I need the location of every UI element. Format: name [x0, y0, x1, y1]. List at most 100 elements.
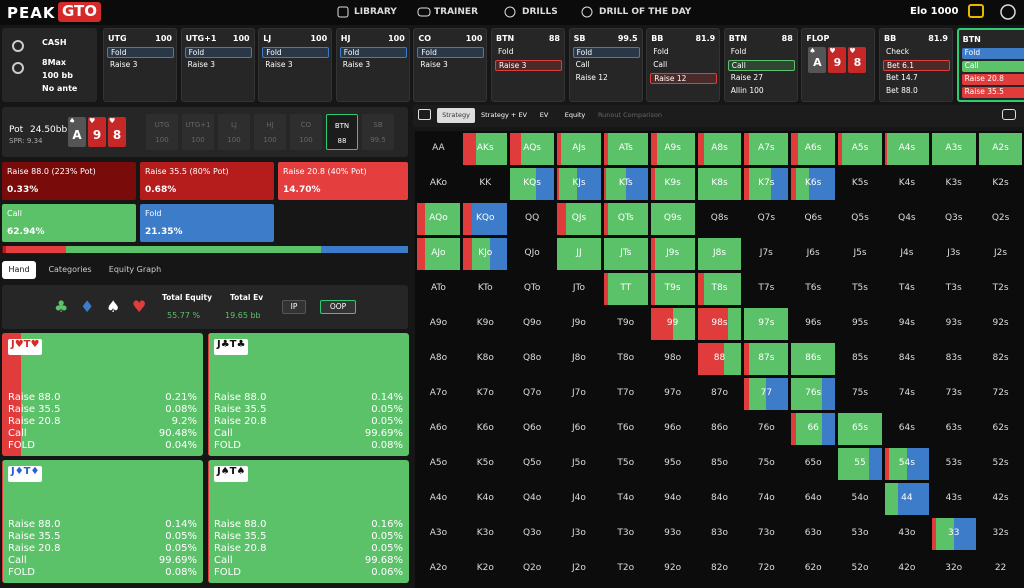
action-card[interactable]: BB 81.9 Fold Call Raise 12: [646, 28, 721, 102]
grid-tab[interactable]: Strategy + EV: [481, 111, 527, 119]
hand-cell[interactable]: J2s: [977, 236, 1024, 271]
action-option[interactable]: Raise 12: [575, 73, 608, 82]
side-button[interactable]: IP: [282, 300, 306, 314]
hand-cell[interactable]: Q4s: [883, 201, 930, 236]
hand-cell[interactable]: 74s: [883, 376, 930, 411]
seat[interactable]: SB 99.5: [362, 114, 394, 150]
hand-cell[interactable]: 92o: [649, 551, 696, 586]
hand-cell[interactable]: 64s: [883, 411, 930, 446]
action-option[interactable]: Raise 3: [495, 60, 562, 71]
hand-cell[interactable]: 32o: [930, 551, 977, 586]
action-option[interactable]: Raise 27: [730, 73, 763, 82]
hand-cell[interactable]: ATs: [602, 131, 649, 166]
action-option[interactable]: Raise 3: [342, 60, 371, 69]
hand-cell[interactable]: 97o: [649, 376, 696, 411]
hand-cell[interactable]: T4o: [602, 481, 649, 516]
hand-cell[interactable]: K2o: [462, 551, 509, 586]
grid-tab[interactable]: EV: [539, 111, 549, 119]
hand-cell[interactable]: J3s: [930, 236, 977, 271]
grid-tab[interactable]: Strategy: [437, 108, 475, 123]
hand-cell[interactable]: 97s: [743, 306, 790, 341]
action-card[interactable]: BTN 88 Fold Raise 3: [491, 28, 565, 102]
hand-cell[interactable]: A4o: [415, 481, 462, 516]
hand-cell[interactable]: 92s: [977, 306, 1024, 341]
action-option[interactable]: Call: [727, 60, 795, 71]
hand-cell[interactable]: 66: [790, 411, 837, 446]
hand-cell[interactable]: 75s: [837, 376, 884, 411]
action-card[interactable]: FLOP A ♠ 9 ♥ 8 ♥: [801, 28, 876, 102]
settings-icon[interactable]: [12, 40, 24, 52]
hand-cell[interactable]: 53o: [837, 516, 884, 551]
action-card[interactable]: HJ 100 Fold Raise 3: [335, 28, 410, 102]
hand-cell[interactable]: J7s: [743, 236, 790, 271]
hand-cell[interactable]: A7o: [415, 376, 462, 411]
action-option[interactable]: Raise 3: [265, 60, 293, 69]
action-option[interactable]: Bet 88.0: [886, 86, 918, 95]
hand-cell[interactable]: T9s: [649, 271, 696, 306]
hand-cell[interactable]: T2o: [602, 551, 649, 586]
hand-cell[interactable]: 73s: [930, 376, 977, 411]
action-option[interactable]: Bet 6.1: [883, 60, 950, 71]
hand-cell[interactable]: A7s: [743, 131, 790, 166]
hand-cell[interactable]: QQ: [509, 201, 556, 236]
hand-cell[interactable]: 94o: [649, 481, 696, 516]
hand-cell[interactable]: Q6o: [509, 411, 556, 446]
action-card[interactable]: BTN Fold Call Raise 20.8 Raise 35.5: [956, 28, 1024, 102]
hand-cell[interactable]: J6o: [556, 411, 603, 446]
hand-cell[interactable]: 72o: [743, 551, 790, 586]
action-option[interactable]: Bet 14.7: [886, 73, 918, 82]
action-summary[interactable]: Raise 88.0 (223% Pot) 0.33%: [2, 162, 136, 200]
hand-cell[interactable]: 94s: [883, 306, 930, 341]
hand-cell[interactable]: Q4o: [509, 481, 556, 516]
action-option[interactable]: Fold: [262, 47, 330, 58]
action-option[interactable]: Fold: [653, 47, 669, 56]
suit-filter[interactable]: ♠: [106, 297, 121, 316]
action-summary[interactable]: Call 62.94%: [2, 204, 136, 242]
action-card[interactable]: UTG 100 Fold Raise 3: [103, 28, 177, 102]
action-card[interactable]: BTN 88 Fold Call Raise 27 Allin 100: [723, 28, 798, 102]
hand-cell[interactable]: 53s: [930, 446, 977, 481]
hand-cell[interactable]: 32s: [977, 516, 1024, 551]
hand-cell[interactable]: 86s: [790, 341, 837, 376]
hand-cell[interactable]: 62o: [790, 551, 837, 586]
hand-cell[interactable]: J4s: [883, 236, 930, 271]
settings-icon[interactable]: [1002, 109, 1016, 120]
hand-cell[interactable]: J8o: [556, 341, 603, 376]
hand-cell[interactable]: 65s: [837, 411, 884, 446]
hand-cell[interactable]: AQs: [509, 131, 556, 166]
hand-cell[interactable]: T9o: [602, 306, 649, 341]
hand-cell[interactable]: 85s: [837, 341, 884, 376]
hand-cell[interactable]: K4s: [883, 166, 930, 201]
hand-cell[interactable]: J5o: [556, 446, 603, 481]
hand-cell[interactable]: J7o: [556, 376, 603, 411]
hand-cell[interactable]: A9s: [649, 131, 696, 166]
hand-cell[interactable]: Q5o: [509, 446, 556, 481]
hand-cell[interactable]: J5s: [837, 236, 884, 271]
hand-cell[interactable]: J9o: [556, 306, 603, 341]
hand-cell[interactable]: JTs: [602, 236, 649, 271]
hand-cell[interactable]: Q5s: [837, 201, 884, 236]
hand-cell[interactable]: 83s: [930, 341, 977, 376]
suit-filter[interactable]: ♦: [80, 297, 95, 316]
hand-cell[interactable]: AQo: [415, 201, 462, 236]
hand-cell[interactable]: T5s: [837, 271, 884, 306]
hand-cell[interactable]: A2s: [977, 131, 1024, 166]
hand-cell[interactable]: K5o: [462, 446, 509, 481]
hand-cell[interactable]: J3o: [556, 516, 603, 551]
hand-cell[interactable]: J8s: [696, 236, 743, 271]
hand-cell[interactable]: 99: [649, 306, 696, 341]
hand-cell[interactable]: 52o: [837, 551, 884, 586]
hand-cell[interactable]: 62s: [977, 411, 1024, 446]
action-option[interactable]: Call: [961, 61, 1024, 72]
hand-cell[interactable]: 63s: [930, 411, 977, 446]
action-card[interactable]: LJ 100 Fold Raise 3: [258, 28, 333, 102]
action-card[interactable]: BB 81.9 Check Bet 6.1 Bet 14.7 Bet 88.0: [879, 28, 953, 102]
hand-cell[interactable]: KK: [462, 166, 509, 201]
hand-cell[interactable]: 87o: [696, 376, 743, 411]
hand-cell[interactable]: J4o: [556, 481, 603, 516]
hand-cell[interactable]: A9o: [415, 306, 462, 341]
hand-cell[interactable]: Q7o: [509, 376, 556, 411]
action-option[interactable]: Fold: [184, 47, 252, 58]
action-summary[interactable]: Raise 20.8 (40% Pot) 14.70%: [278, 162, 408, 200]
hand-cell[interactable]: A2o: [415, 551, 462, 586]
